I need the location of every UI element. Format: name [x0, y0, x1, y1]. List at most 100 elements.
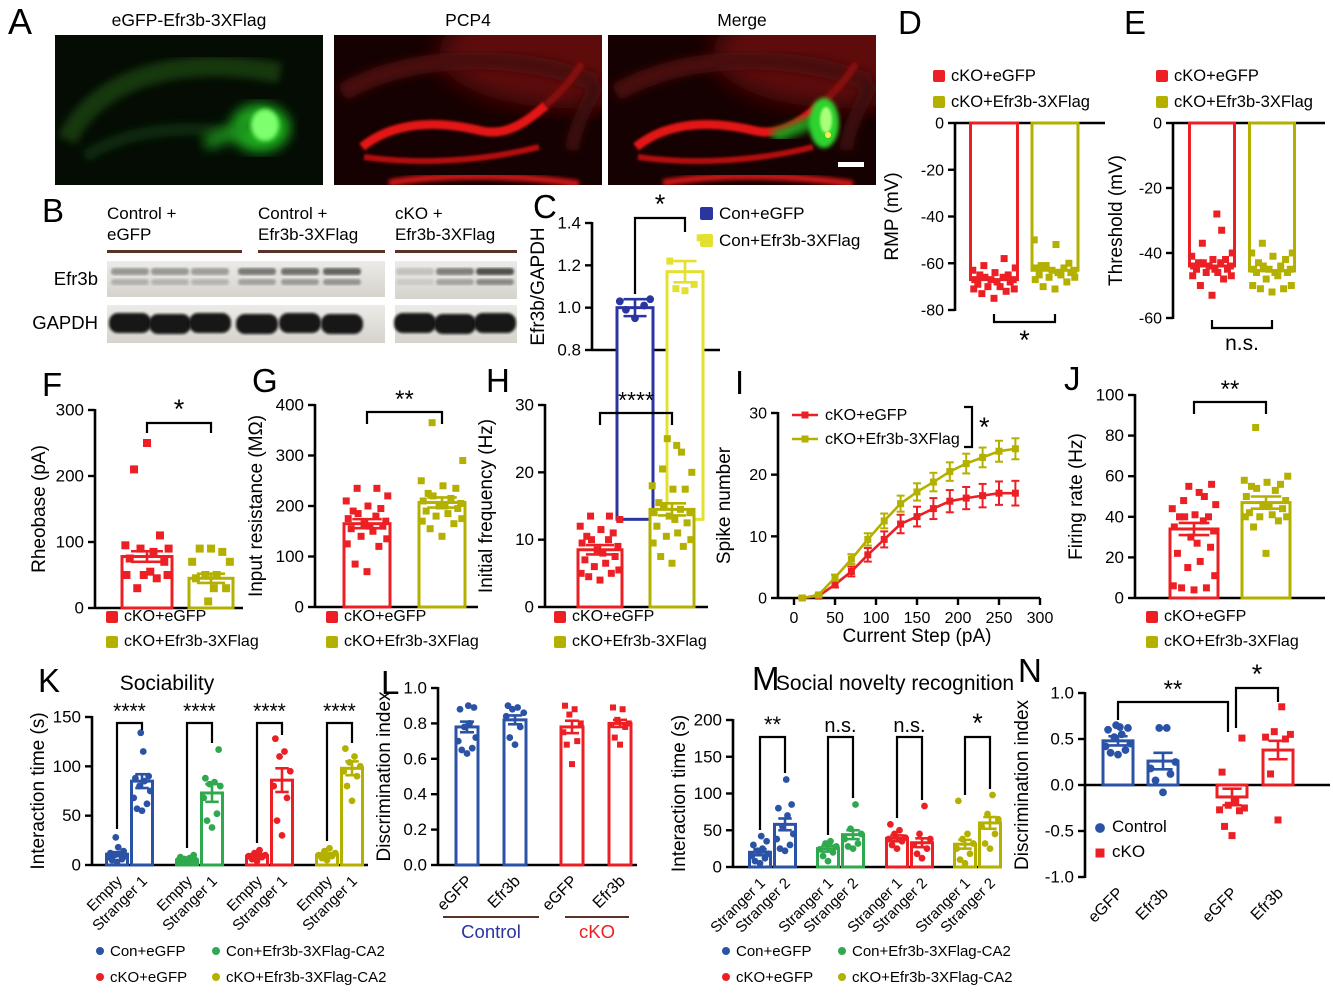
significance-label: n.s.	[893, 715, 925, 737]
svg-text:Efr3b/GAPDH: Efr3b/GAPDH	[528, 227, 549, 345]
svg-text:400: 400	[276, 396, 304, 415]
bar	[342, 522, 392, 609]
scale-bar	[838, 162, 864, 167]
blot-group-2: Control + Efr3b-3XFlag	[258, 204, 359, 245]
svg-text:1.0: 1.0	[403, 679, 427, 698]
svg-text:Rheobase (pA): Rheobase (pA)	[29, 445, 50, 573]
svg-text:1.4: 1.4	[557, 214, 581, 233]
svg-text:60: 60	[1105, 467, 1124, 486]
svg-text:0: 0	[935, 116, 944, 133]
bar	[1240, 501, 1292, 600]
micrograph-merge	[608, 35, 876, 185]
legend-j: cKO+eGFP cKO+Efr3b-3XFlag	[1146, 604, 1299, 654]
legend-f: cKO+eGFP cKO+Efr3b-3XFlag	[106, 604, 259, 654]
legend-d: cKO+eGFP cKO+Efr3b-3XFlag	[933, 63, 1090, 115]
legend-item-label: cKO+Efr3b-3XFlag	[344, 632, 479, 650]
chart-input-resistance: 0 100 200 300 400 Input resistance (MΩ) **	[246, 386, 478, 617]
bar	[417, 500, 467, 609]
panel-letter-f: F	[42, 366, 63, 403]
legend-item-label: cKO+eGFP	[825, 407, 907, 424]
svg-text:50: 50	[62, 806, 81, 825]
legend-h: cKO+eGFP cKO+Efr3b-3XFlag	[554, 604, 707, 654]
group-label-control: Control	[443, 916, 539, 943]
bar	[559, 725, 585, 867]
bar	[1261, 748, 1295, 787]
legend-item-label: cKO+eGFP	[1174, 66, 1259, 85]
svg-text:0.8: 0.8	[557, 341, 581, 360]
bar	[969, 121, 1019, 282]
panel-letter-n: N	[1018, 652, 1042, 689]
svg-text:100: 100	[276, 547, 304, 566]
svg-text:10: 10	[515, 530, 534, 549]
legend-marker	[700, 207, 713, 220]
legend-item-label: Con+eGFP	[736, 942, 812, 960]
svg-text:200: 200	[945, 610, 972, 627]
panel-letter-a: A	[8, 1, 33, 42]
legend-marker	[700, 234, 713, 247]
svg-text:50: 50	[826, 610, 844, 627]
micrograph-pcp4	[334, 35, 602, 185]
x-category-label: eGFP	[1085, 885, 1127, 927]
legend-marker	[106, 610, 118, 623]
legend-marker	[326, 635, 338, 648]
significance-label: *	[972, 708, 983, 738]
legend-item: Con+eGFP	[96, 943, 212, 960]
svg-text:0: 0	[758, 591, 767, 608]
svg-text:0: 0	[1153, 116, 1162, 133]
svg-text:50: 50	[703, 821, 722, 840]
significance-label: ****	[113, 700, 146, 723]
panel-letter-m: M	[752, 660, 780, 697]
legend-marker	[838, 947, 846, 955]
svg-text:Initial frequency (Hz): Initial frequency (Hz)	[476, 419, 497, 593]
svg-text:Interaction time (s): Interaction time (s)	[28, 712, 49, 869]
legend-item: cKO+Efr3b-3XFlag	[326, 633, 479, 651]
chart-firing-rate: 0 20 40 60 80 100 Firing rate (Hz) **	[1066, 376, 1325, 608]
svg-text:100: 100	[53, 757, 81, 776]
svg-text:100: 100	[863, 610, 890, 627]
legend-item-label: cKO+Efr3b-3XFlag-CA2	[226, 968, 387, 986]
x-category-label: eGFP	[434, 873, 476, 915]
x-category-label: Efr3b	[1248, 885, 1287, 924]
svg-text:-1.0: -1.0	[1045, 868, 1074, 887]
x-category-label: Efr3b	[485, 873, 524, 912]
svg-text:300: 300	[276, 446, 304, 465]
svg-text:0.5: 0.5	[1050, 730, 1074, 749]
svg-text:300: 300	[1027, 610, 1054, 627]
svg-text:Threshold (mV): Threshold (mV)	[1106, 155, 1127, 286]
significance-label: ****	[183, 700, 216, 723]
svg-text:Discrimination index: Discrimination index	[1012, 700, 1033, 871]
legend-item: cKO+Efr3b-3XFlag	[933, 93, 1090, 112]
micrograph-title-merge: Merge	[717, 10, 767, 30]
legend-item: cKO+eGFP	[106, 608, 206, 626]
legend-marker	[96, 947, 104, 955]
panel-letter-c: C	[533, 188, 557, 225]
legend-item-label: Control	[1112, 817, 1167, 836]
legend-marker	[326, 610, 338, 623]
blot-underline-3	[395, 250, 517, 253]
svg-text:Spike number: Spike number	[714, 446, 735, 564]
bar	[1188, 121, 1236, 268]
legend-marker	[554, 610, 566, 623]
significance-label: *	[174, 394, 185, 424]
legend-marker	[1156, 70, 1168, 82]
panel-letter-g: G	[252, 362, 278, 399]
svg-text:10: 10	[749, 529, 767, 546]
legend-marker	[96, 973, 104, 981]
significance-label: **	[764, 712, 782, 737]
blot-group-3: cKO + Efr3b-3XFlag	[395, 204, 496, 245]
blot-group-1: Control + eGFP	[107, 204, 177, 245]
legend-item: cKO+eGFP	[722, 969, 838, 986]
svg-text:1.0: 1.0	[557, 298, 581, 317]
legend-c: Con+eGFP Con+Efr3b-3XFlag	[700, 200, 860, 254]
legend-item-label: cKO+eGFP	[572, 607, 655, 625]
legend-m: Con+eGFP Con+Efr3b-3XFlag-CA2 cKO+eGFP cKO+…	[722, 938, 1012, 990]
legend-item-label: cKO+Efr3b-3XFlag	[1164, 632, 1299, 650]
svg-text:0.0: 0.0	[403, 856, 427, 875]
svg-text:250: 250	[986, 610, 1013, 627]
legend-marker	[722, 973, 730, 981]
svg-text:150: 150	[694, 747, 722, 766]
panel-letter-k: K	[38, 662, 61, 699]
